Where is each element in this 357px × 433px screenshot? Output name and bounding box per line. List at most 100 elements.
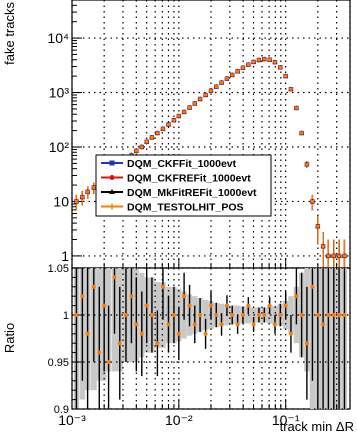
x-axis-label: track min ΔR <box>280 419 354 433</box>
main-ticks <box>71 0 351 268</box>
ratio-point <box>283 303 288 308</box>
ratio-grid <box>71 267 351 410</box>
ratio-point <box>117 341 122 346</box>
data-point <box>316 224 320 228</box>
data-point <box>80 195 84 199</box>
data-point <box>214 85 218 89</box>
ratio-point <box>321 322 326 327</box>
ratio-point <box>102 303 107 308</box>
ratio-point <box>112 275 117 280</box>
data-point <box>155 131 160 135</box>
y-tick-label: 10² <box>49 139 70 155</box>
ratio-point <box>235 322 240 327</box>
ratio-point <box>224 303 229 308</box>
ratio-point <box>342 313 347 317</box>
main-grid <box>71 0 351 268</box>
ratio-point <box>123 313 128 317</box>
legend-label: DQM_CKFREFit_1000evt <box>127 173 251 185</box>
ratio-panel: 0.9 0.95 1 1.05 10⁻³ 10⁻² 10⁻¹ Ratio track mi… <box>2 263 354 433</box>
data-point <box>161 127 165 131</box>
ratio-point <box>246 303 251 308</box>
y-tick-label: 10 <box>53 193 69 209</box>
ratio-point <box>176 331 181 336</box>
x-tick-labels: 10⁻³ 10⁻² 10⁻¹ <box>58 412 300 428</box>
data-point <box>289 87 293 91</box>
ratio-point <box>315 313 320 317</box>
ratio-point <box>139 331 144 336</box>
data-point <box>225 77 229 81</box>
ratio-point <box>91 284 96 289</box>
legend-marker <box>109 175 115 180</box>
ratio-point <box>182 294 187 299</box>
ratio-point <box>262 313 267 317</box>
ratio-point <box>209 303 213 308</box>
ratio-point <box>192 322 197 327</box>
data-point <box>246 63 250 67</box>
ratio-point <box>187 303 192 308</box>
ratio-y-tick-labels: 0.9 0.95 1 1.05 <box>48 263 69 416</box>
legend-marker <box>109 189 115 194</box>
ratio-y-tick-label: 0.95 <box>48 357 69 369</box>
data-point <box>273 60 277 64</box>
ratio-error-bars <box>75 268 346 409</box>
data-point <box>252 60 256 64</box>
ratio-point <box>251 322 256 327</box>
data-point <box>268 58 272 62</box>
data-point <box>284 74 288 78</box>
data-point <box>145 140 149 144</box>
main-panel: 1 10 10² 10³ 10⁴ fake tracks <box>2 0 351 269</box>
data-point <box>74 199 79 204</box>
ratio-point <box>149 313 154 317</box>
data-point <box>172 118 176 122</box>
ratio-y-tick-label: 1 <box>63 310 69 322</box>
data-point <box>193 101 197 106</box>
ratio-data-points <box>74 275 347 364</box>
legend-marker <box>109 160 115 166</box>
ratio-point <box>198 313 203 317</box>
ratio-point <box>129 294 134 299</box>
ratio-point <box>240 313 245 317</box>
data-point <box>182 110 186 114</box>
main-y-tick-labels: 1 10 10² 10³ 10⁴ <box>47 30 69 264</box>
ratio-point <box>85 331 90 336</box>
data-point <box>177 114 181 118</box>
data-point <box>278 65 282 69</box>
legend-label: DQM_MkFitREFit_1000evt <box>127 187 257 199</box>
data-point <box>209 89 213 93</box>
data-point <box>150 135 154 140</box>
legend-entry: DQM_CKFFit_1000evt <box>101 158 237 170</box>
data-point <box>230 73 234 77</box>
y-tick-label: 10³ <box>49 85 70 101</box>
ratio-point <box>288 331 293 336</box>
data-point <box>203 93 208 97</box>
legend-entry: DQM_TESTOLHIT_POS <box>101 202 244 214</box>
ratio-point <box>203 331 208 336</box>
ratio-point <box>299 313 304 317</box>
data-point <box>321 244 325 248</box>
data-point <box>300 131 304 135</box>
legend-entry: DQM_MkFitREFit_1000evt <box>101 187 257 199</box>
ratio-point <box>106 360 111 364</box>
data-point <box>342 254 347 258</box>
ratio-point <box>134 322 139 327</box>
ratio-point <box>166 322 171 327</box>
data-point <box>140 145 144 149</box>
legend-entry: DQM_CKFREFit_1000evt <box>101 173 251 185</box>
ratio-point <box>278 313 283 317</box>
ratio-point <box>214 313 219 317</box>
legend-marker <box>109 203 115 210</box>
data-point <box>198 97 202 101</box>
legend-label: DQM_CKFFit_1000evt <box>127 158 237 170</box>
ratio-point <box>144 303 149 308</box>
data-point <box>134 149 138 153</box>
x-tick-label: 10⁻² <box>165 412 193 428</box>
x-tick-label: 10⁻¹ <box>272 412 300 428</box>
x-tick-label: 10⁻³ <box>58 412 86 428</box>
ratio-point <box>331 313 336 317</box>
ratio-point <box>230 313 235 317</box>
ratio-point <box>219 322 224 327</box>
data-point <box>294 106 299 110</box>
data-point <box>236 69 240 73</box>
data-point <box>241 66 245 70</box>
legend: DQM_CKFFit_1000evt DQM_CKFREFit_1000evt DQ… <box>95 154 272 217</box>
